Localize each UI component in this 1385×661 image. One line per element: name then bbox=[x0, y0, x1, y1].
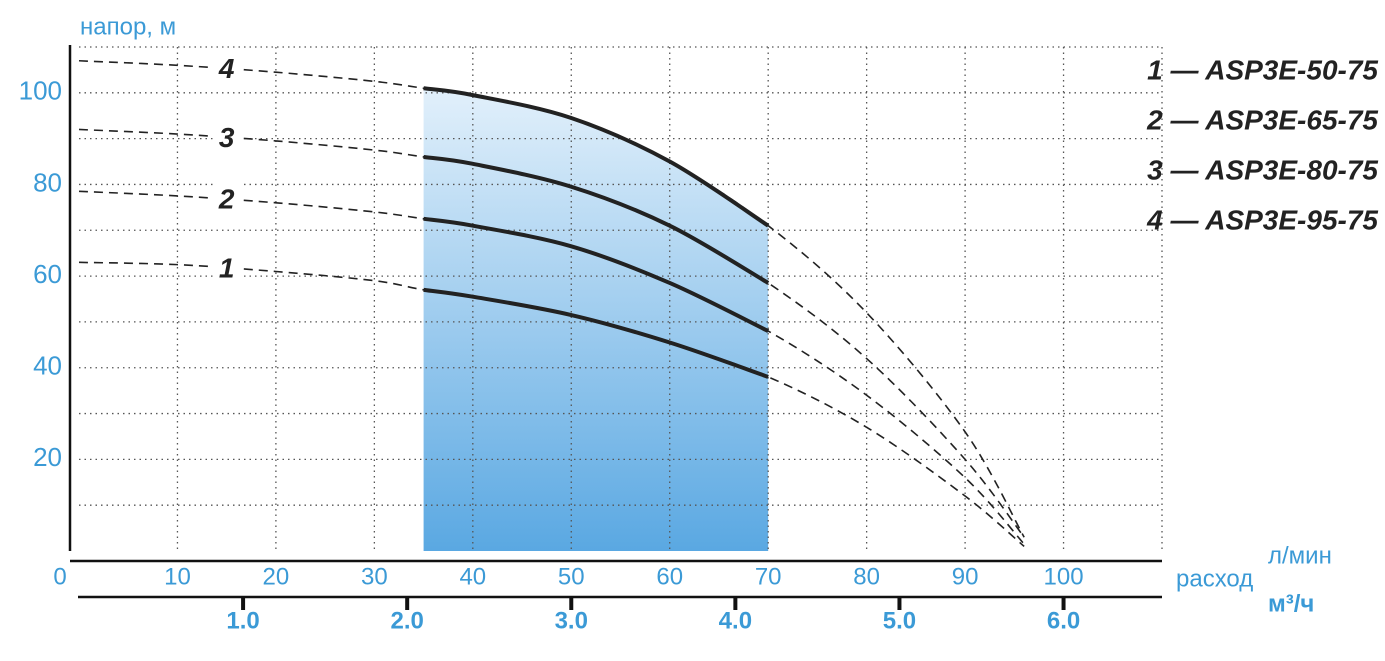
x-tick-label: 60 bbox=[656, 563, 683, 590]
x-tick-label: 10 bbox=[164, 563, 191, 590]
y-tick-label: 20 bbox=[33, 442, 62, 472]
y-tick-label: 40 bbox=[33, 351, 62, 381]
x-tick-label: 0 bbox=[53, 563, 66, 590]
curve-label: 3 bbox=[219, 122, 235, 153]
x-tick-label: 20 bbox=[263, 563, 290, 590]
x-axis-label: расход bbox=[1176, 565, 1253, 592]
label-bg bbox=[212, 120, 241, 153]
x-tick-label: 70 bbox=[755, 563, 782, 590]
legend-entry: 4 — ASP3E-95-75 bbox=[1146, 204, 1378, 235]
x2-tick-label: 4.0 bbox=[719, 607, 752, 634]
label-bg bbox=[212, 51, 241, 84]
x-tick-label: 40 bbox=[459, 563, 486, 590]
curve-label: 2 bbox=[218, 184, 235, 215]
x-tick-label: 90 bbox=[952, 563, 979, 590]
curve-label: 4 bbox=[218, 53, 235, 84]
x2-tick-label: 3.0 bbox=[555, 607, 588, 634]
x2-tick-label: 5.0 bbox=[883, 607, 916, 634]
legend-entry: 3 — ASP3E-80-75 bbox=[1147, 154, 1378, 185]
curve-operating bbox=[423, 216, 770, 333]
y-tick-label: 60 bbox=[33, 259, 62, 289]
x-tick-label: 80 bbox=[853, 563, 880, 590]
y-tick-label: 100 bbox=[19, 76, 62, 106]
x2-unit: м³/ч bbox=[1268, 590, 1314, 617]
curve-operating bbox=[423, 154, 770, 285]
curve-extension bbox=[78, 261, 1025, 548]
y-axis-label: напор, м bbox=[80, 13, 176, 40]
legend-entry: 1 — ASP3E-50-75 bbox=[1147, 54, 1378, 85]
curve-operating bbox=[423, 287, 769, 379]
x-tick-label: 30 bbox=[361, 563, 388, 590]
x-tick-label: 100 bbox=[1044, 563, 1084, 590]
x2-tick-label: 1.0 bbox=[226, 607, 259, 634]
x2-tick-label: 6.0 bbox=[1047, 607, 1080, 634]
label-bg bbox=[212, 182, 241, 215]
x-tick-label: 50 bbox=[558, 563, 585, 590]
curve-operating bbox=[423, 86, 770, 228]
x-unit: л/мин bbox=[1268, 542, 1332, 569]
y-tick-label: 80 bbox=[33, 167, 62, 197]
legend-entry: 2 — ASP3E-65-75 bbox=[1146, 104, 1378, 135]
x2-tick-label: 2.0 bbox=[390, 607, 423, 634]
label-bg bbox=[212, 251, 241, 284]
curve-label: 1 bbox=[219, 252, 235, 283]
